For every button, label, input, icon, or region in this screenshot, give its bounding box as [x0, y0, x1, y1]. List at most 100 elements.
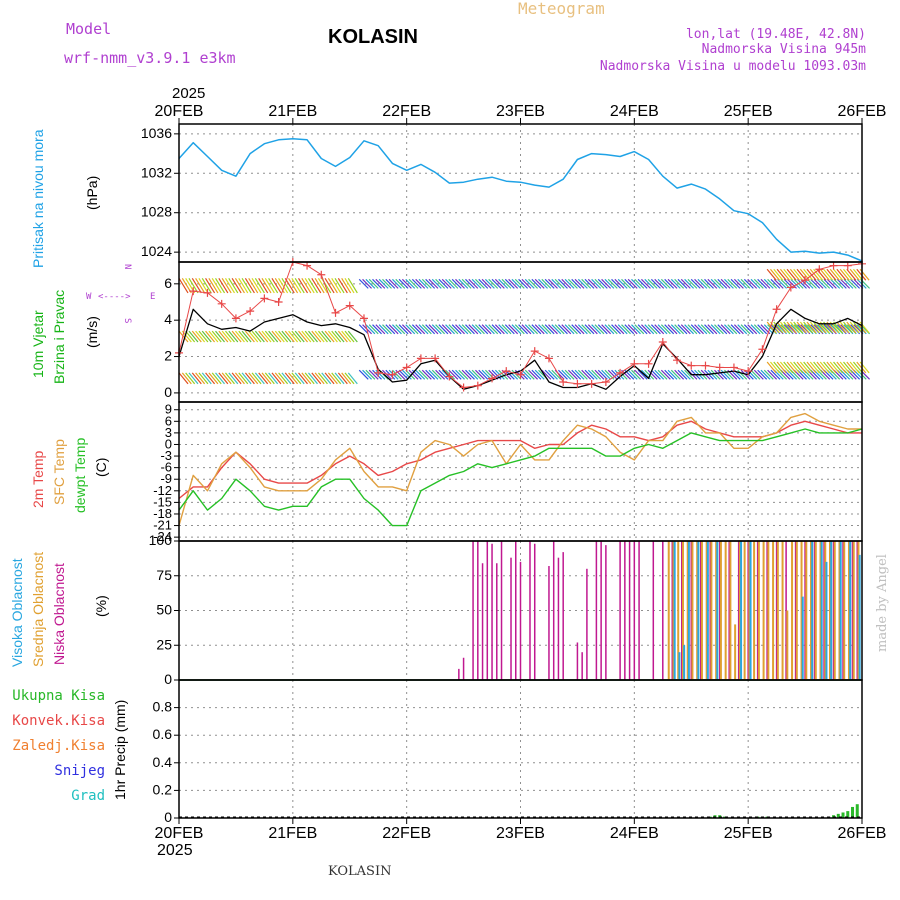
wind-barb-3-64 [571, 278, 582, 289]
wind-barb-3-71 [594, 278, 605, 289]
wind-barb-3-8 [385, 278, 396, 289]
wind-barb-1-0 [178, 330, 189, 343]
wind-barb-3-39 [488, 278, 499, 289]
wind-barb-3-21 [428, 278, 439, 289]
x-tick-top-4: 24FEB [610, 103, 659, 120]
wind-barb-4-65 [574, 324, 585, 335]
wind-barb-4-109 [720, 324, 731, 335]
wind-barb-3-142 [830, 278, 841, 289]
wind-gust-marker-11 [331, 308, 340, 317]
wind-barb-4-60 [558, 324, 568, 335]
wind-barb-2-14 [225, 372, 235, 385]
y-tick-label-3-4: 100 [149, 532, 173, 548]
wind-barb-4-2 [365, 324, 376, 335]
wind-barb-7-22 [839, 321, 850, 334]
wind-barb-5-69 [587, 369, 598, 380]
wind-barb-1-31 [281, 330, 292, 343]
wind-barb-2-7 [201, 372, 212, 385]
wind-barb-4-104 [704, 324, 714, 335]
wind-barb-3-43 [501, 278, 512, 289]
wind-barb-8-26 [852, 361, 863, 374]
wind-barb-1-36 [298, 330, 308, 343]
wind-barb-7-9 [796, 321, 807, 334]
wind-gust-marker-17 [416, 354, 425, 363]
wind-barb-4-3 [368, 324, 379, 335]
wind-barb-5-5 [375, 369, 386, 380]
wind-barb-2-26 [264, 372, 275, 385]
wind-barb-4-111 [727, 324, 738, 335]
year-label-bottom: 2025 [157, 842, 193, 859]
y-tick-label-1-0: 0 [164, 384, 172, 400]
wind-barb-3-5 [375, 278, 386, 289]
y-tick-label-3-0: 0 [164, 671, 172, 687]
wind-barb-5-28 [451, 369, 462, 380]
wind-barb-0-34 [291, 278, 302, 294]
wind-barb-5-56 [544, 369, 555, 380]
wind-barb-0-25 [261, 278, 272, 294]
cloud-units: (%) [93, 595, 109, 617]
wind-barb-3-68 [584, 278, 595, 289]
wind-barb-3-107 [714, 278, 724, 289]
wind-barb-2-19 [241, 372, 252, 385]
wind-barb-5-96 [677, 369, 688, 380]
wind-barb-3-85 [641, 278, 651, 289]
wind-barb-5-55 [541, 369, 552, 380]
wind-barb-4-88 [650, 324, 661, 335]
wind-barb-4-94 [670, 324, 681, 335]
wind-barb-1-20 [244, 330, 255, 343]
wind-barb-3-31 [461, 278, 472, 289]
wind-barb-5-71 [594, 369, 605, 380]
wind-barb-3-29 [455, 278, 465, 289]
wind-barb-3-55 [541, 278, 552, 289]
wind-barb-3-10 [392, 278, 402, 289]
wind-gust-marker-6 [260, 294, 269, 303]
wind-barb-5-67 [581, 369, 592, 380]
wind-barb-5-46 [511, 369, 522, 380]
wind-barb-2-45 [327, 372, 338, 385]
wind-barb-5-62 [564, 369, 575, 380]
wind-barb-1-14 [225, 330, 235, 343]
wind-barb-3-57 [548, 278, 558, 289]
wind-barb-4-68 [584, 324, 595, 335]
wind-barb-7-23 [843, 321, 853, 334]
wind-barb-5-33 [468, 369, 479, 380]
wind-barb-2-18 [238, 372, 249, 385]
wind-barb-0-28 [271, 278, 282, 294]
wind-barb-5-94 [670, 369, 681, 380]
wind-barb-3-136 [810, 278, 821, 289]
wind-barb-1-47 [334, 330, 345, 343]
wind-barb-0-39 [307, 278, 318, 294]
wind-barb-5-82 [631, 369, 641, 380]
temp2m-line [178, 420, 862, 500]
wind-barb-4-36 [478, 324, 489, 335]
legend-snow: Snijeg [54, 763, 105, 779]
wind-gust-marker-45 [815, 265, 824, 274]
wind-barb-3-33 [468, 278, 479, 289]
wind-barb-1-27 [268, 330, 279, 343]
x-tick-bottom-1: 21FEB [268, 825, 317, 842]
wind-gust-marker-5 [246, 307, 255, 316]
y-tick-label-2-1: 6 [165, 413, 172, 428]
y-tick-label-2-6: -9 [160, 471, 172, 486]
wind-barb-8-20 [833, 361, 844, 374]
wind-units: (m/s) [84, 316, 100, 348]
wind-barb-0-46 [331, 278, 342, 294]
mid-cloud-title: Srednja Oblacnost [30, 552, 46, 667]
wind-barb-3-94 [670, 278, 681, 289]
wind-barb-5-2 [365, 369, 376, 380]
wind-barb-2-12 [218, 372, 229, 385]
wind-barb-3-3 [368, 278, 379, 289]
wind-barb-5-20 [425, 369, 436, 380]
wind-barb-2-20 [244, 372, 255, 385]
y-tick-label-2-0: 9 [165, 402, 172, 417]
wind-gust-marker-21 [473, 381, 482, 390]
wind-barb-4-90 [657, 324, 668, 335]
wind-barb-0-31 [281, 278, 292, 294]
data-layer [175, 138, 871, 818]
wind-barb-4-106 [710, 324, 721, 335]
wind-barb-7-12 [806, 321, 817, 334]
wind-barb-3-118 [750, 278, 761, 289]
wind-barb-6-0 [766, 268, 777, 281]
wind-barb-5-92 [664, 369, 675, 380]
